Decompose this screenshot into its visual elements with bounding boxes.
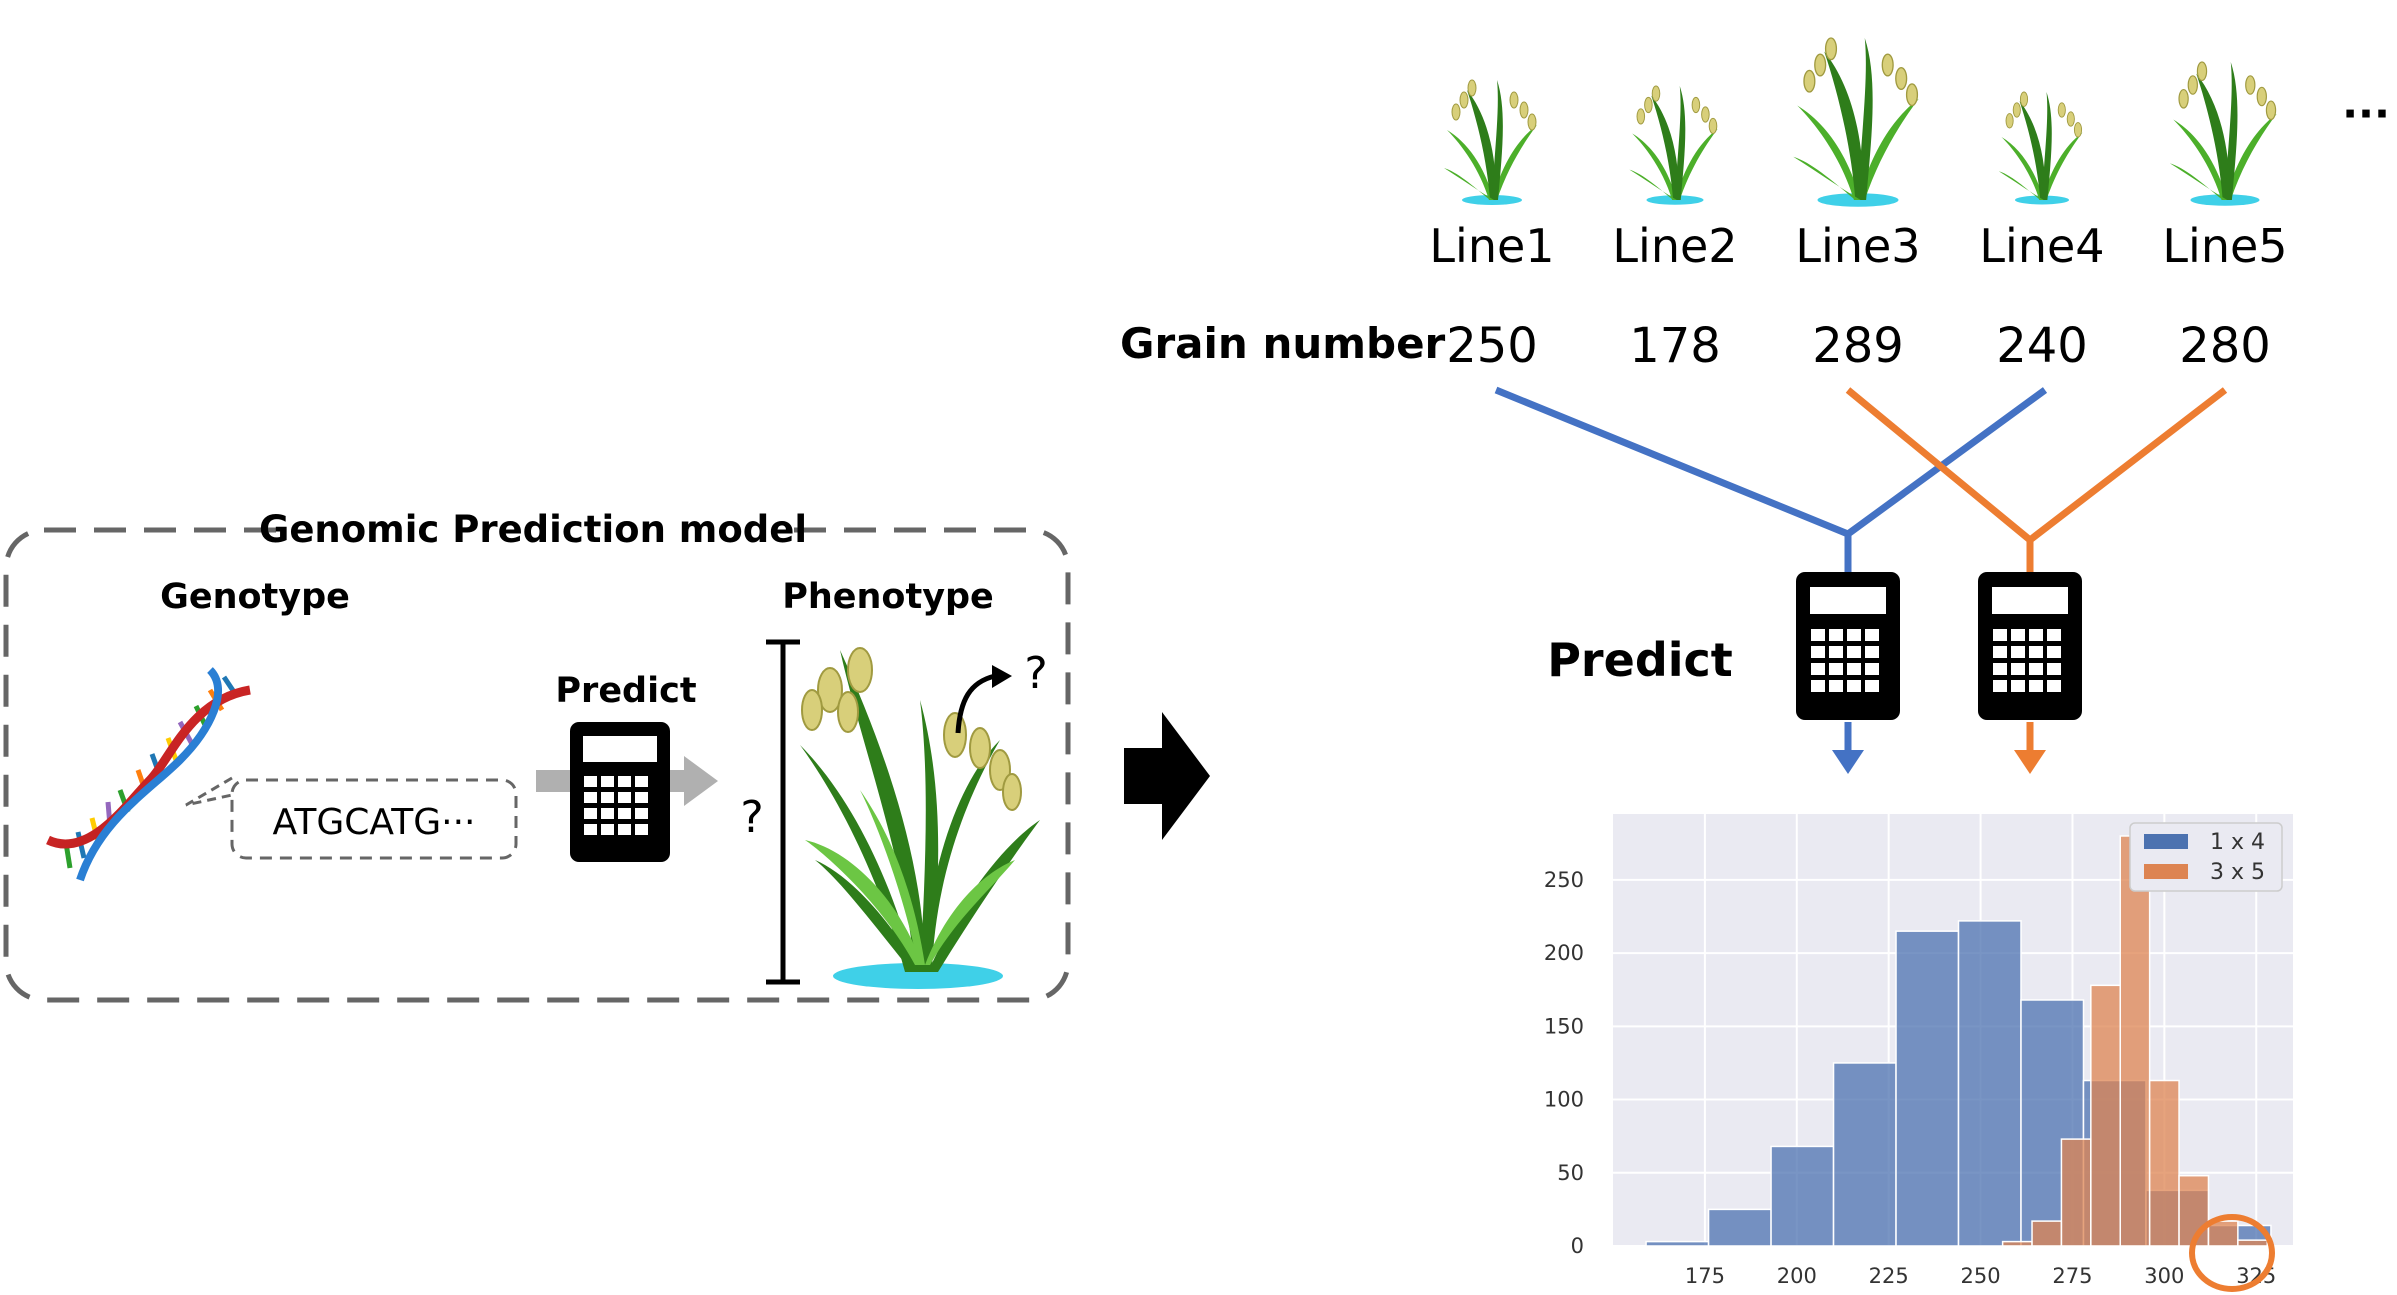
height-bracket [766,639,800,985]
model-box: Genomic Prediction model Genotype Phenot… [3,505,1071,1003]
unknown-mark-2: ? [1024,648,1047,699]
histogram-bar [1707,1208,1772,1247]
y-tick-label: 50 [1557,1161,1584,1185]
calculator-icon [1796,572,1900,720]
legend-label-1x4: 1 x 4 [2210,830,2265,855]
cross-3x5-lines [1845,387,2228,774]
sequence-bubble: ATGCATG··· [185,776,518,860]
genotype-label: Genotype [160,577,350,617]
unknown-mark-1: ? [740,792,763,843]
dna-icon [46,667,251,882]
lines-panel: Line1 Line2 Line3 Line4 Line5 ··· Grain … [1120,37,2390,774]
legend-label-3x5: 3 x 5 [2210,860,2265,885]
predict-label-right: Predict [1547,633,1733,687]
y-tick-label: 250 [1544,868,1584,892]
line-label-3: Line3 [1795,219,1920,273]
lines-ellipsis: ··· [2342,89,2390,138]
y-tick-label: 0 [1571,1234,1584,1258]
calculator-icon [570,722,670,862]
series-3x5 [2001,835,2269,1247]
histogram-bar [1645,1240,1710,1247]
histogram-bar [2031,1220,2063,1247]
legend-swatch-3x5 [2144,864,2188,879]
predict-label-left: Predict [555,671,696,711]
x-tick-labels: 175 200 225 250 275 300 325 [1685,1264,2276,1288]
calculator-icon [1978,572,2082,720]
legend-swatch-1x4 [2144,834,2188,849]
rice-plant-icon [1793,37,1919,207]
arrow-right-icon [1124,712,1210,840]
rice-plant-icon [2169,61,2277,206]
phenotype-label: Phenotype [782,577,994,617]
histogram-bar [2207,1220,2239,1247]
line-label-4: Line4 [1979,219,2104,273]
model-box-title: Genomic Prediction model [259,508,807,551]
x-tick-label: 175 [1685,1264,1725,1288]
y-tick-label: 200 [1544,941,1584,965]
y-tick-label: 100 [1544,1088,1584,1112]
x-tick-label: 200 [1777,1264,1817,1288]
grain-number-2: 178 [1629,318,1721,374]
line-labels: Line1 Line2 Line3 Line4 Line5 ··· [1429,89,2390,273]
line-label-5: Line5 [2162,219,2287,273]
histogram-bar [1770,1145,1835,1247]
grain-numbers: 250 178 289 240 280 [1446,318,2271,374]
histogram-bar [1832,1062,1897,1247]
histogram-bar [2119,835,2151,1247]
histogram-bar [2090,984,2121,1247]
rice-plant-icon [800,647,1040,989]
histogram-bar [2148,1079,2180,1247]
x-tick-label: 275 [2052,1264,2092,1288]
cross-1x4-lines [1494,386,2048,774]
histogram-bar [2060,1138,2092,1247]
plants-row [1444,37,2277,207]
y-tick-label: 150 [1544,1014,1584,1038]
rice-plant-icon [1998,91,2083,205]
x-tick-label: 225 [1869,1264,1909,1288]
line-label-1: Line1 [1429,219,1554,273]
y-tick-labels: 0 50 100 150 200 250 [1544,868,1584,1258]
grain-number-label: Grain number [1120,319,1446,368]
histogram-bar [2178,1174,2210,1247]
x-tick-label: 300 [2144,1264,2184,1288]
curved-arrow-icon [955,665,1012,734]
sequence-text: ATGCATG··· [273,802,476,843]
rice-plant-icon [1444,79,1537,205]
histogram-bar [2001,1240,2033,1247]
grain-number-5: 280 [2179,318,2271,374]
histogram-bar [1895,930,1960,1247]
grain-number-4: 240 [1996,318,2088,374]
line-label-2: Line2 [1612,219,1737,273]
grain-number-3: 289 [1812,318,1904,374]
legend: 1 x 4 3 x 5 [2129,822,2283,892]
histogram-bar [2237,1239,2269,1247]
x-tick-label: 250 [1961,1264,2001,1288]
rice-plant-icon [1629,85,1718,205]
highlight-circle [2189,1214,2275,1292]
histogram-bar [1957,920,2022,1247]
grain-number-1: 250 [1446,318,1538,374]
